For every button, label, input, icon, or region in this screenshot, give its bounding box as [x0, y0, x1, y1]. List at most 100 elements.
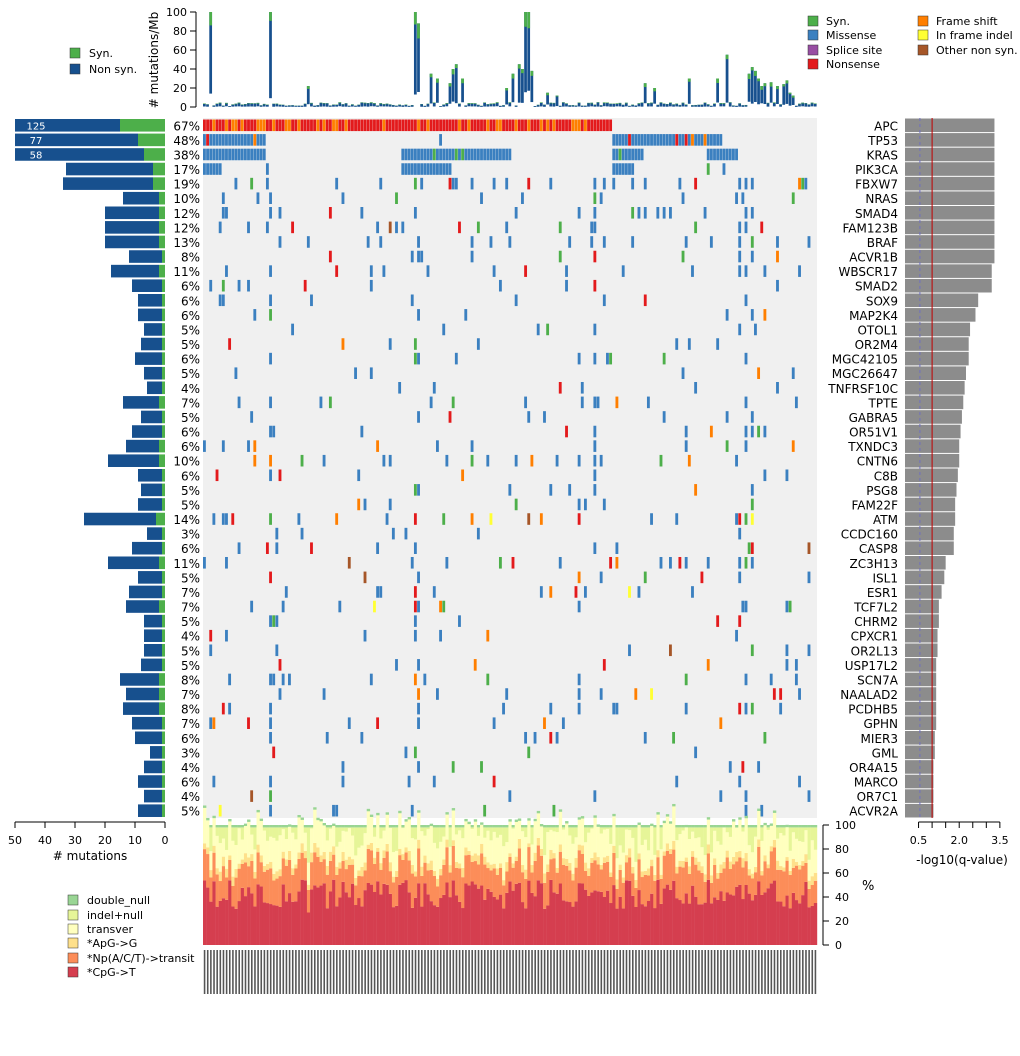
- legend-type-syn-swatch: [807, 15, 819, 27]
- matrix-cell-APC: [259, 119, 263, 132]
- matrix-cell-TP53: [439, 134, 443, 146]
- spectrum-seg-indelnull: [265, 827, 270, 841]
- spectrum-seg-apg: [448, 865, 452, 873]
- matrix-cell-PIK3CA: [722, 163, 726, 175]
- spectrum-seg-transver: [291, 832, 295, 869]
- spectrum-seg-transver: [407, 819, 412, 851]
- matrix-cell-ACVR1B: [558, 250, 562, 263]
- matrix-cell-OR7C1: [744, 790, 748, 802]
- matrix-cell-APC: [253, 119, 257, 132]
- rate-bar-syn: [606, 102, 609, 104]
- rate-bar-nonsyn: [461, 78, 464, 103]
- spectrum-seg-doublenull: [250, 825, 254, 828]
- rate-bar-nonsyn: [407, 105, 411, 107]
- matrix-cell-WBSCR17: [621, 265, 625, 277]
- matrix-cell-NAALAD2: [278, 688, 282, 700]
- spectrum-seg-doublenull: [436, 825, 440, 828]
- qvalue-bar-PSG8: [905, 483, 957, 497]
- matrix-cell-MARCO: [407, 775, 411, 788]
- count-bar-syn-WBSCR17: [159, 264, 165, 278]
- spectrum-seg-nptransit: [637, 859, 641, 891]
- matrix-cell-TCF7L2: [442, 600, 446, 613]
- spectrum-seg-transver: [741, 831, 745, 859]
- rate-bar-syn: [269, 12, 272, 21]
- matrix-cell-FAM123B: [265, 221, 269, 234]
- spectrum-seg-apg: [454, 861, 459, 868]
- sample-id-label: [298, 950, 300, 994]
- spectrum-seg-apg: [385, 843, 389, 852]
- spectrum-seg-nptransit: [212, 852, 216, 882]
- matrix-cell-APC: [360, 119, 364, 132]
- matrix-cell-KRAS: [640, 148, 644, 161]
- matrix-cell-SMAD4: [669, 206, 672, 219]
- matrix-cell-SMAD4: [577, 206, 581, 219]
- matrix-cell-WBSCR17: [738, 265, 742, 277]
- rate-bar-nonsyn: [297, 105, 301, 107]
- rate-bar-nonsyn: [429, 73, 433, 104]
- matrix-cell-TP53: [250, 134, 254, 146]
- matrix-cell-PIK3CA: [624, 163, 628, 175]
- matrix-cell-ATM: [675, 513, 679, 525]
- matrix-cell-KRAS: [467, 148, 471, 161]
- spectrum-seg-nptransit: [687, 873, 692, 904]
- matrix-cell-APC: [420, 119, 424, 132]
- rate-bar-nonsyn: [549, 102, 553, 107]
- spectrum-seg-nptransit: [297, 858, 301, 892]
- rate-bar-nonsyn: [514, 105, 518, 107]
- spectrum-seg-apg: [310, 852, 314, 863]
- spectrum-seg-cpg: [543, 908, 547, 945]
- matrix-cell-OR51V1: [593, 425, 597, 438]
- sample-id-label: [386, 950, 388, 994]
- qvalue-bar-ACVR2A: [905, 803, 934, 818]
- matrix-cell-PCDHB5: [738, 702, 742, 715]
- spectrum-seg-apg: [785, 857, 789, 861]
- rate-bar-nonsyn: [489, 103, 493, 107]
- spectrum-seg-transver: [458, 830, 462, 864]
- matrix-cell-KRAS: [498, 148, 502, 161]
- spectrum-seg-apg: [253, 871, 257, 879]
- spectrum-seg-doublenull: [225, 825, 229, 828]
- qvalue-bar-ESR1: [905, 585, 942, 599]
- count-bar-syn-KRAS: [144, 148, 165, 161]
- spectrum-seg-apg: [209, 870, 213, 878]
- matrix-cell-TP53: [703, 134, 707, 146]
- spectrum-seg-indelnull: [530, 827, 534, 845]
- spectrum-seg-doublenull: [382, 825, 386, 828]
- matrix-cell-ATM: [335, 513, 339, 525]
- matrix-cell-TXNDC3: [684, 440, 688, 452]
- spectrum-seg-cpg: [612, 885, 616, 945]
- count-bar-label-APC: 125: [26, 122, 45, 133]
- matrix-cell-KRAS: [247, 148, 250, 161]
- spectrum-seg-cpg: [505, 892, 509, 945]
- spectrum-seg-doublenull: [533, 818, 537, 822]
- spectrum-seg-indelnull: [810, 827, 815, 841]
- spectrum-seg-indelnull: [498, 827, 503, 835]
- spectrum-seg-indelnull: [423, 827, 427, 836]
- spectrum-seg-indelnull: [687, 827, 692, 840]
- sample-id-label: [320, 950, 322, 994]
- matrix-cell-MIER3: [269, 731, 272, 744]
- sample-id-label: [310, 950, 313, 994]
- rate-bar-nonsyn: [442, 104, 446, 107]
- legend-nonsyn-swatch: [69, 63, 81, 75]
- spectrum-seg-indelnull: [807, 827, 811, 860]
- spectrum-seg-apg: [382, 850, 386, 858]
- matrix-cell-PCDHB5: [615, 702, 619, 715]
- spectrum-seg-transver: [665, 816, 670, 844]
- spectrum-seg-transver: [700, 847, 704, 867]
- spectrum-seg-nptransit: [454, 867, 459, 896]
- spectrum-seg-transver: [628, 830, 632, 849]
- spectrum-seg-transver: [319, 821, 323, 856]
- matrix-cell-FAM123B: [218, 221, 222, 234]
- matrix-cell-APC: [379, 119, 383, 132]
- spectrum-seg-apg: [445, 839, 449, 848]
- top-axis-tick-label: 60: [173, 44, 187, 57]
- spectrum-seg-nptransit: [508, 856, 512, 882]
- matrix-cell-KRAS: [618, 148, 622, 161]
- spectrum-seg-doublenull: [306, 825, 311, 828]
- spectrum-seg-cpg: [436, 906, 440, 945]
- matrix-cell-OTOL1: [442, 323, 446, 336]
- matrix-cell-SMAD4: [278, 206, 282, 219]
- spectrum-seg-indelnull: [347, 827, 352, 829]
- gene-name-C8B: C8B: [874, 469, 898, 483]
